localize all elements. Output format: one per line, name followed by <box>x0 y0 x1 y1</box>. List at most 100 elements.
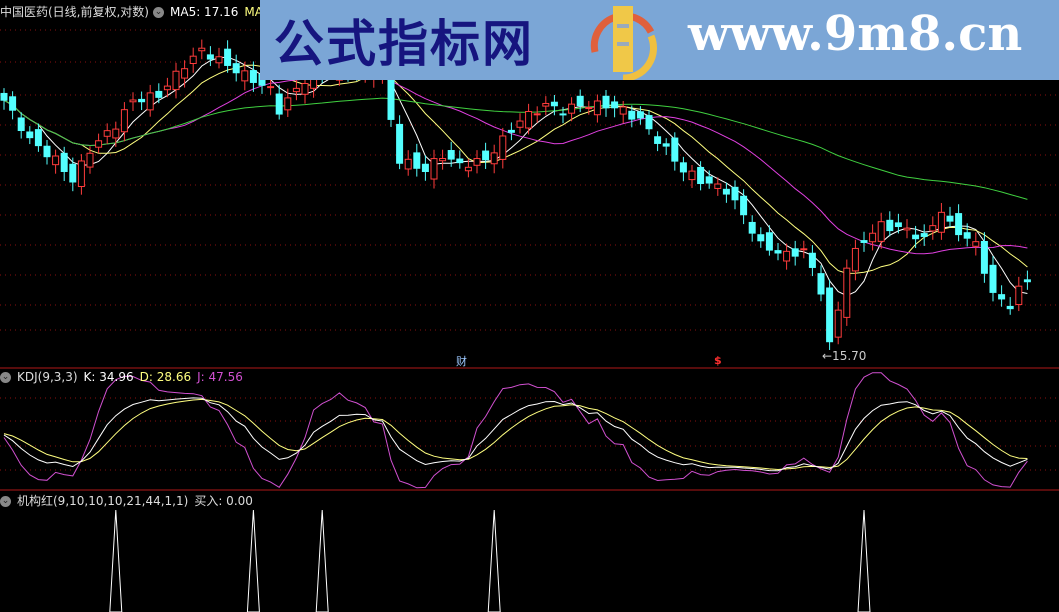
candlestick <box>456 150 464 169</box>
candle-body <box>430 158 438 180</box>
candle-body <box>146 92 154 111</box>
candlestick <box>292 79 300 101</box>
candlestick <box>929 216 937 240</box>
candle-body <box>791 248 799 257</box>
candle-body <box>138 98 146 103</box>
chevron-down-icon[interactable]: ⌄ <box>0 372 11 383</box>
candlestick <box>172 62 180 99</box>
candlestick <box>189 47 197 73</box>
candle-body <box>748 221 756 234</box>
candle-body <box>714 183 722 189</box>
candle-body <box>662 143 670 147</box>
candlestick <box>593 94 601 123</box>
candlestick <box>886 211 894 237</box>
candle-body <box>731 186 739 201</box>
candlestick <box>989 255 997 302</box>
candle-body <box>206 54 214 60</box>
candle-body <box>774 250 782 254</box>
main-legend: 中国医药(日线,前复权,对数)⌄MA5: 17.16MA10 <box>0 3 284 20</box>
candlestick <box>516 113 524 134</box>
candlestick <box>1023 270 1031 290</box>
indicator-buy-value: 买入: 0.00 <box>194 494 253 508</box>
watermark-logo-icon <box>590 6 657 80</box>
candlestick <box>181 60 189 88</box>
candlestick <box>980 232 988 283</box>
candle-body <box>284 97 292 111</box>
candlestick <box>146 84 154 117</box>
chevron-down-icon[interactable]: ⌄ <box>0 496 11 507</box>
candle-body <box>525 110 533 129</box>
candlestick <box>645 110 653 135</box>
candle-body <box>542 102 550 107</box>
candle-body <box>972 241 980 247</box>
candlestick <box>955 204 963 242</box>
kdj-j-value: J: 47.56 <box>197 370 243 384</box>
candlestick <box>421 155 429 181</box>
candle-body <box>396 123 404 164</box>
candlestick <box>946 206 954 228</box>
candle-body <box>52 155 60 166</box>
candle-body <box>937 211 945 233</box>
dollar-marker[interactable]: $ <box>714 354 722 367</box>
candlestick <box>628 105 636 128</box>
candle-body <box>189 55 197 64</box>
candle-body <box>654 136 662 144</box>
candle-body <box>705 176 713 184</box>
candle-body <box>671 137 679 162</box>
candlestick <box>774 242 782 261</box>
candle-body <box>60 152 68 172</box>
candle-body <box>568 103 576 114</box>
candle-body <box>241 70 249 82</box>
candle-body <box>929 225 937 232</box>
candle-body <box>499 135 507 160</box>
candlestick <box>198 39 206 60</box>
candlestick <box>482 142 490 169</box>
kdj-k-value: K: 34.96 <box>83 370 134 384</box>
candle-body <box>722 188 730 195</box>
candlestick <box>783 243 791 270</box>
candlestick <box>894 213 902 234</box>
candle-body <box>86 152 94 168</box>
candle-body <box>800 248 808 251</box>
candle-body <box>447 150 455 160</box>
candlestick <box>972 232 980 256</box>
indicator-legend: ⌄ 机构红(9,10,10,10,21,44,1,1) 买入: 0.00 <box>0 492 259 509</box>
candle-body <box>559 113 567 116</box>
candle-body <box>903 227 911 231</box>
candle-body <box>95 140 103 148</box>
candlestick <box>464 158 472 178</box>
candlestick <box>499 127 507 169</box>
candlestick <box>52 149 60 174</box>
candle-body <box>103 130 111 137</box>
candle-body <box>697 166 705 185</box>
candlestick <box>662 138 670 156</box>
candle-body <box>688 170 696 181</box>
candle-body <box>817 273 825 295</box>
finance-marker[interactable]: 财 <box>456 355 467 368</box>
candlestick <box>120 102 128 142</box>
kdj-d-line <box>3 398 1028 471</box>
candlestick <box>619 100 627 124</box>
candlestick <box>241 61 249 91</box>
candlestick <box>163 77 171 98</box>
candlestick <box>103 123 111 144</box>
candle-body <box>439 157 447 162</box>
candle-body <box>628 110 636 120</box>
candle-body <box>843 267 851 318</box>
candle-body <box>611 101 619 109</box>
candle-body <box>224 48 232 66</box>
candlestick <box>284 88 292 117</box>
chevron-down-icon[interactable]: ⌄ <box>153 7 164 18</box>
candle-body <box>912 234 920 240</box>
candlestick <box>1015 276 1023 312</box>
candlestick <box>533 106 541 123</box>
candle-body <box>757 234 765 242</box>
candle-body <box>550 101 558 107</box>
candle-body <box>869 232 877 243</box>
candlestick <box>26 126 34 145</box>
candle-body <box>482 150 490 161</box>
kdj-title: KDJ(9,3,3) <box>17 370 78 384</box>
candle-body <box>1015 285 1023 306</box>
candle-body <box>77 160 85 188</box>
